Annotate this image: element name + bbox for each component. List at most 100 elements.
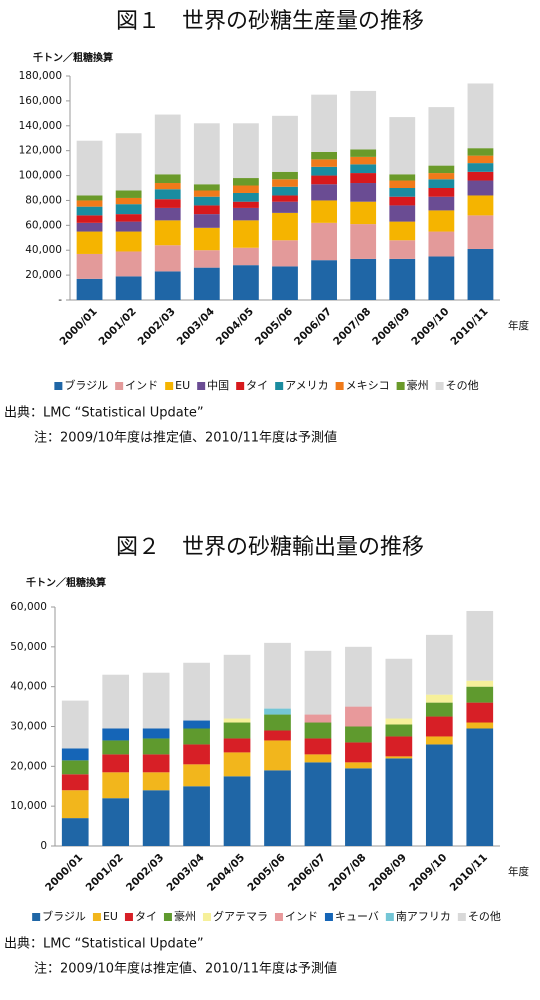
bar-segment [428,188,455,197]
bar-segment [272,201,298,213]
bar-segment [272,186,298,196]
bar-segment [428,210,455,232]
legend-swatch [324,913,333,921]
x-tick-label: 2000/01 [57,306,99,348]
x-tick-label: 2001/02 [84,852,126,894]
bar-segment [233,185,259,193]
legend-swatch [124,913,133,921]
bar-segment [304,650,332,715]
legend-swatch [202,913,211,921]
x-tick-label: 2007/08 [326,852,368,894]
y-tick-label: 10,000 [10,800,47,812]
bar-segment [389,205,416,222]
bar-segment [76,253,103,279]
bar-segment [115,231,142,252]
note: 注：2009/10年度は推定値、2010/11年度は予測値 [34,430,337,446]
bar-segment [183,662,210,721]
legend-label: タイ [135,910,157,923]
bar-segment [264,740,291,771]
bar-segment [272,115,298,172]
legend-label: グアテマラ [213,909,268,923]
legend-swatch [275,382,284,390]
bar-segment [467,171,494,181]
bar-segment [183,744,210,765]
y-tick-label: 160,000 [19,95,62,107]
y-tick-label: 40,000 [25,244,62,256]
bar-segment [272,212,298,241]
bar-segment [76,278,103,300]
bar-segment [425,694,453,703]
source: 出典：LMC “Statistical Update” [4,937,204,952]
x-axis-title: 年度 [508,319,529,332]
bar-segment [385,658,413,719]
bar-segment [154,189,181,200]
bar-segment [466,728,494,846]
bar-segment [233,207,259,221]
bar-segment [115,197,142,205]
chart-title: 図２ 世界の砂糖輸出量の推移 [116,535,424,560]
bar-segment [350,258,377,300]
y-tick-label: 60,000 [10,601,47,613]
bar-segment [345,742,372,763]
bar-segment [425,716,453,737]
bar-segment [272,179,298,187]
bar-segment [223,776,251,846]
bar-segment [142,772,170,791]
bar-segment [428,173,455,180]
bar-segment [223,722,251,739]
bar-segment [154,271,181,300]
legend-label: ブラジル [64,378,108,392]
bar-segment [428,196,455,211]
legend-swatch [385,913,394,921]
y-tick-label: 20,000 [25,269,62,281]
bar-segment [272,195,298,202]
bar-segment [304,714,332,723]
bar-segment [183,720,210,729]
legend-label: その他 [468,910,501,923]
bar-segment [76,231,103,254]
bar-segment [154,207,181,221]
bar-segment [154,245,181,272]
x-tick-label: 2009/10 [407,852,449,894]
bar-segment [425,744,453,846]
bar-segment [142,790,170,846]
bar-segment [385,758,413,846]
bar-segment [345,706,372,727]
bar-segment [272,266,298,300]
bar-segment [467,155,494,164]
legend-label: インド [125,379,158,392]
x-tick-label: 2002/03 [136,306,178,348]
x-tick-label: 2005/06 [245,852,287,894]
legend-swatch [335,382,344,390]
bar-segment [154,183,181,190]
bar-segment [425,736,453,745]
bar-segment [223,738,251,753]
bar-segment [233,178,259,186]
legend-swatch [197,382,206,390]
legend-swatch [115,382,124,390]
legend-label: 南アフリカ [396,910,451,923]
bar-segment [233,123,259,179]
y-tick-label: 120,000 [19,145,62,157]
bar-segment [272,240,298,267]
bar-segment [350,183,377,202]
bar-segment [385,756,413,759]
bar-segment [61,774,89,791]
bar-segment [193,267,220,300]
note: 注：2009/10年度は推定値、2010/11年度は予測値 [34,961,337,977]
bar-segment [154,220,181,246]
bar-segment [76,222,103,232]
x-tick-label: 2010/11 [448,852,490,894]
bar-segment [385,718,413,725]
x-tick-label: 2004/05 [205,852,247,894]
bar-segment [345,726,372,743]
legend-swatch [396,382,405,390]
x-tick-label: 2005/06 [253,306,295,348]
bar-segment [467,83,494,149]
bar-segment [350,201,377,225]
bar-segment [264,708,291,715]
bar-segment [467,180,494,196]
bar-segment [76,215,103,223]
y-tick-label: 140,000 [19,120,62,132]
legend-label: 豪州 [407,378,429,392]
